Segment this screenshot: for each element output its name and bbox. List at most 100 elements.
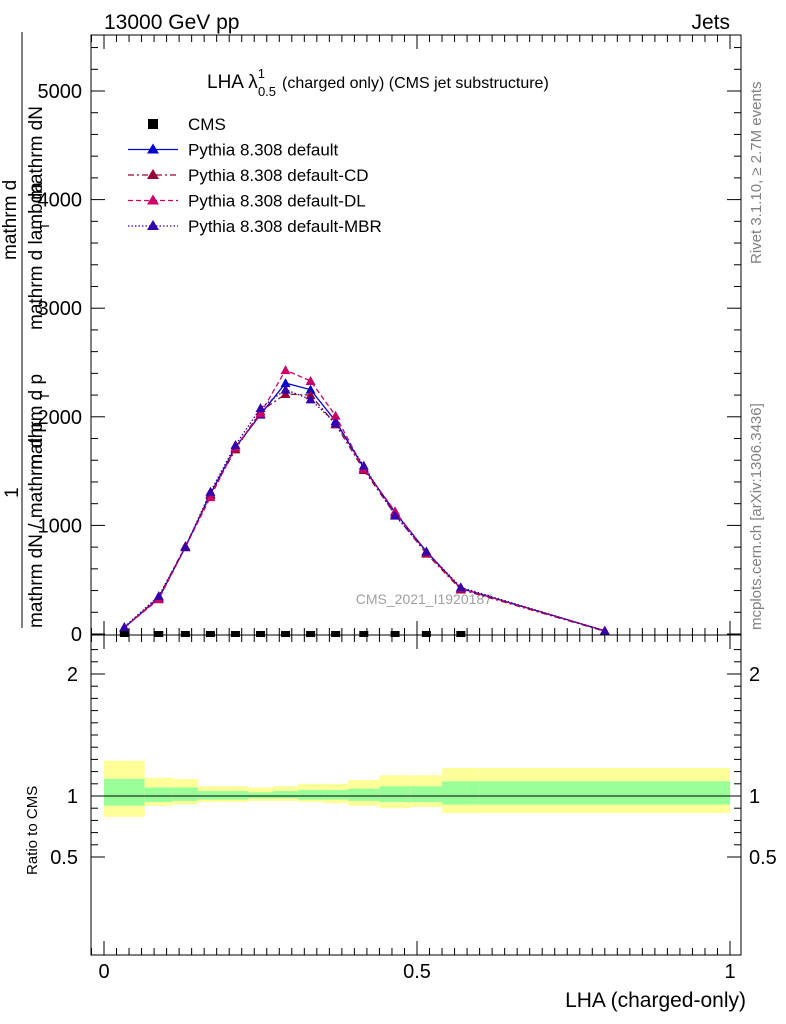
analysis-watermark: CMS_2021_I1920187	[356, 591, 492, 607]
series-layer	[119, 365, 610, 636]
ratio-band-inner	[144, 787, 173, 803]
ratio-x-axis: 0 0.5 1	[90, 635, 736, 983]
x-axis-label: LHA (charged-only)	[565, 989, 746, 1012]
title-sub: 0.5	[258, 84, 276, 99]
cms-data-point	[331, 631, 341, 637]
ratio-band-inner	[323, 789, 349, 800]
cms-data-layer	[119, 631, 466, 637]
series-marker-2	[205, 492, 216, 502]
series-marker-3	[390, 510, 401, 520]
ratio-band-inner	[104, 778, 145, 806]
series-marker-3	[455, 582, 466, 592]
x-tick-label: 0	[98, 961, 109, 983]
series-marker-3	[230, 440, 241, 450]
y-tick-label: 1000	[38, 515, 83, 537]
cms-data-point	[390, 631, 400, 637]
main-y-label: mathrm dN / mathrm d p T mathrm d lambda…	[0, 32, 52, 628]
series-marker-0	[305, 384, 316, 394]
series-marker-3	[421, 546, 432, 556]
ratio-band-inner	[273, 791, 299, 799]
series-marker-3	[255, 403, 266, 413]
series-marker-3	[305, 394, 316, 404]
mcplots-label: mcplots.cern.ch [arXiv:1306.3436]	[748, 403, 765, 630]
legend-label: Pythia 8.308 default	[188, 141, 339, 160]
cms-data-point	[421, 631, 431, 637]
series-marker-2	[280, 365, 291, 375]
cms-data-point	[359, 631, 369, 637]
ylabel-numerator-1: mathrm d	[0, 180, 21, 260]
series-marker-3	[205, 486, 216, 496]
series-marker-3	[599, 625, 610, 635]
ratio-y-tick-label: 2	[67, 664, 78, 686]
ratio-band-inner	[379, 786, 411, 803]
series-marker-3	[330, 418, 341, 428]
title-sup: 1	[258, 66, 265, 81]
ratio-y-tick-label: 1	[67, 786, 78, 808]
cms-data-point	[154, 631, 164, 637]
header-energy: 13000 GeV pp	[104, 11, 239, 34]
ratio-band-inner	[410, 786, 443, 803]
series-marker-3	[358, 460, 369, 470]
rivet-label: Rivet 3.1.10, ≥ 2.7M events	[748, 82, 765, 265]
ratio-y-axis: 0.5 0.5 1 1 2 2	[50, 649, 777, 869]
series-marker-2	[330, 410, 341, 420]
ratio-y-tick-label-right: 2	[749, 664, 760, 686]
plot-title: LHA λ1 0.5 (charged only) (CMS jet substru…	[207, 66, 549, 99]
cms-data-point	[119, 631, 129, 637]
ratio-y-tick-label-right: 1	[749, 786, 760, 808]
ratio-band-inner	[247, 792, 274, 799]
cms-data-point	[180, 631, 190, 637]
y-tick-label: 0	[71, 624, 82, 646]
ylabel-denominator-sub: T	[37, 392, 52, 400]
cms-data-point	[281, 631, 291, 637]
ratio-band-inner	[298, 789, 324, 800]
ratio-panel: 0.5 0.51 12 2 0 0.5 1 Ratio to CMS LHA (charg…	[24, 634, 777, 1012]
legend-label: Pythia 8.308 default-DL	[188, 192, 366, 211]
ylabel-denominator: mathrm dN / mathrm d p	[26, 422, 47, 628]
ratio-band-inner	[479, 781, 730, 805]
series-marker-3	[153, 590, 164, 600]
cms-data-point	[306, 631, 316, 637]
legend-marker-cms	[148, 119, 158, 129]
ylabel-one: 1	[2, 487, 23, 498]
series-marker-3	[119, 621, 130, 631]
x-tick-label: 1	[724, 961, 735, 983]
legend-marker	[147, 194, 159, 205]
legend-marker	[147, 169, 159, 179]
series-marker-0	[280, 378, 291, 388]
ylabel-numerator-3: mathrm dN	[26, 106, 47, 200]
legend: CMS Pythia 8.308 default Pythia 8.308 defa…	[128, 115, 382, 236]
y-tick-label: 4000	[38, 190, 83, 212]
series-line-3	[123, 388, 605, 632]
y-tick-label: 5000	[38, 81, 83, 103]
cms-data-point	[256, 631, 265, 637]
ratio-bands	[104, 760, 730, 817]
ratio-band-inner	[348, 788, 380, 801]
ylabel-numerator-sub: T	[37, 222, 52, 230]
legend-label: Pythia 8.308 default-MBR	[188, 217, 382, 236]
y-tick-label: 3000	[38, 298, 83, 320]
legend-label: CMS	[188, 115, 226, 134]
cms-data-point	[205, 631, 215, 637]
ratio-y-tick-label-right: 0.5	[749, 847, 777, 869]
series-marker-2	[305, 375, 316, 385]
series-marker-3	[280, 384, 291, 394]
ylabel-numerator-2: mathrm d p	[26, 374, 47, 470]
x-tick-label: 0.5	[403, 961, 431, 983]
ratio-band-inner	[172, 787, 198, 801]
series-line-2	[123, 369, 605, 632]
ratio-band-inner	[197, 791, 223, 800]
ratio-y-tick-label: 0.5	[50, 847, 78, 869]
cms-data-point	[230, 631, 240, 637]
title-main: LHA λ	[207, 72, 258, 93]
ylabel-denominator-2: mathrm d lambda	[26, 182, 47, 330]
cms-data-point	[456, 631, 466, 637]
legend-label: Pythia 8.308 default-CD	[188, 166, 369, 185]
ratio-band-inner	[442, 781, 480, 805]
series-marker-2	[255, 408, 266, 418]
ratio-y-label: Ratio to CMS	[24, 786, 41, 875]
ratio-band-inner	[222, 791, 248, 800]
main-y-axis: 0 1000 2000 3000 4000 5000	[38, 47, 741, 646]
